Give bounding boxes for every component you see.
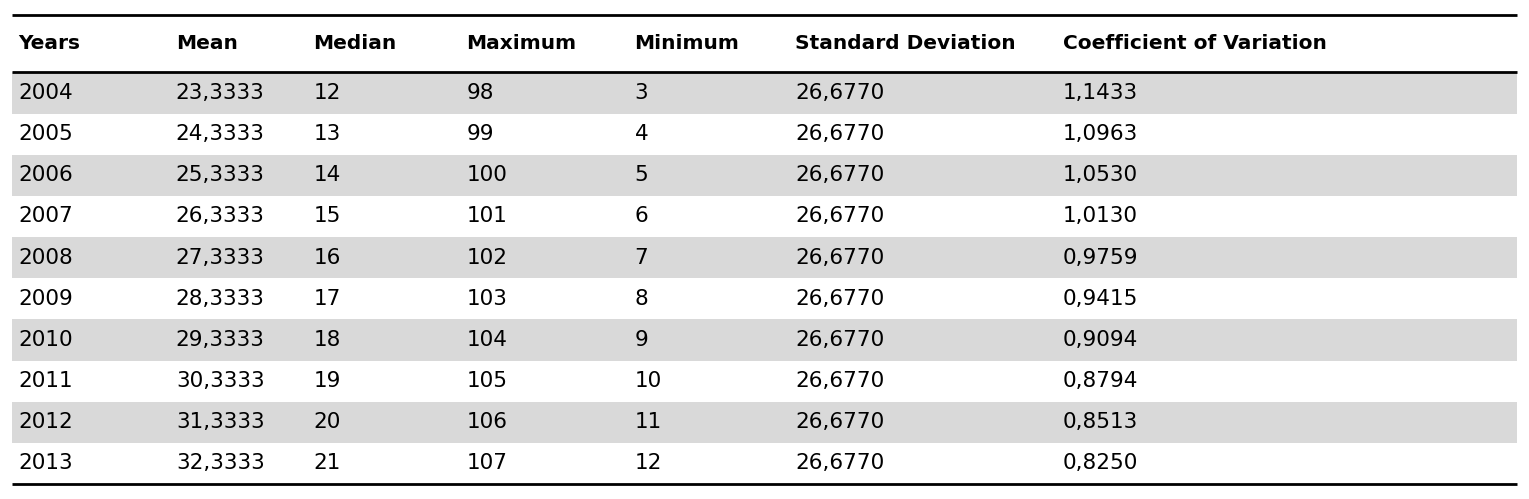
Text: 4: 4	[635, 124, 648, 144]
Text: 2008: 2008	[18, 248, 73, 267]
Bar	[12, 360, 1517, 402]
Text: 20: 20	[313, 412, 341, 432]
Text: 26,6770: 26,6770	[795, 207, 884, 227]
Text: 105: 105	[466, 371, 508, 391]
Text: Standard Deviation: Standard Deviation	[795, 34, 1015, 53]
Text: 104: 104	[466, 330, 508, 350]
Text: 100: 100	[466, 165, 508, 185]
Text: 15: 15	[313, 207, 341, 227]
Text: 99: 99	[466, 124, 494, 144]
Text: 2009: 2009	[18, 289, 73, 309]
Text: Years: Years	[18, 34, 81, 53]
Text: 10: 10	[635, 371, 662, 391]
Text: 29,3333: 29,3333	[176, 330, 265, 350]
Text: 26,6770: 26,6770	[795, 330, 884, 350]
Text: 28,3333: 28,3333	[176, 289, 265, 309]
Text: 26,6770: 26,6770	[795, 83, 884, 103]
Text: 0,9759: 0,9759	[1063, 248, 1138, 267]
Bar	[12, 196, 1517, 237]
Text: 7: 7	[635, 248, 648, 267]
Text: 21: 21	[313, 454, 341, 474]
Text: 13: 13	[313, 124, 341, 144]
Text: 30,3333: 30,3333	[176, 371, 265, 391]
Text: 1,0130: 1,0130	[1063, 207, 1138, 227]
Text: 18: 18	[313, 330, 341, 350]
Text: 5: 5	[635, 165, 648, 185]
Text: 31,3333: 31,3333	[176, 412, 265, 432]
Text: 98: 98	[466, 83, 494, 103]
Text: 3: 3	[635, 83, 648, 103]
Text: 103: 103	[466, 289, 508, 309]
Text: 26,6770: 26,6770	[795, 124, 884, 144]
Bar	[12, 278, 1517, 319]
Bar	[12, 155, 1517, 196]
Bar	[12, 114, 1517, 155]
Text: 1,0530: 1,0530	[1063, 165, 1138, 185]
Text: 16: 16	[313, 248, 341, 267]
Text: 0,9094: 0,9094	[1063, 330, 1138, 350]
Text: 2012: 2012	[18, 412, 73, 432]
Text: 25,3333: 25,3333	[176, 165, 265, 185]
Text: Mean: Mean	[176, 34, 237, 53]
Text: Minimum: Minimum	[635, 34, 740, 53]
Text: 102: 102	[466, 248, 508, 267]
Text: Coefficient of Variation: Coefficient of Variation	[1063, 34, 1327, 53]
Text: 9: 9	[635, 330, 648, 350]
Text: 26,6770: 26,6770	[795, 371, 884, 391]
Bar	[12, 319, 1517, 360]
Text: 19: 19	[313, 371, 341, 391]
Text: 26,3333: 26,3333	[176, 207, 265, 227]
Text: 0,8794: 0,8794	[1063, 371, 1138, 391]
Text: 26,6770: 26,6770	[795, 454, 884, 474]
Text: 26,6770: 26,6770	[795, 165, 884, 185]
Text: 1,0963: 1,0963	[1063, 124, 1138, 144]
Bar	[12, 443, 1517, 484]
Text: 2004: 2004	[18, 83, 73, 103]
Text: 26,6770: 26,6770	[795, 412, 884, 432]
Text: 0,9415: 0,9415	[1063, 289, 1138, 309]
Text: Median: Median	[313, 34, 396, 53]
Text: 27,3333: 27,3333	[176, 248, 265, 267]
Text: 101: 101	[466, 207, 508, 227]
Text: 106: 106	[466, 412, 508, 432]
Text: 24,3333: 24,3333	[176, 124, 265, 144]
Text: 6: 6	[635, 207, 648, 227]
Text: Maximum: Maximum	[466, 34, 576, 53]
Text: 1,1433: 1,1433	[1063, 83, 1138, 103]
Text: 2011: 2011	[18, 371, 73, 391]
Text: 2010: 2010	[18, 330, 73, 350]
Text: 23,3333: 23,3333	[176, 83, 265, 103]
Bar	[12, 237, 1517, 278]
Text: 14: 14	[313, 165, 341, 185]
Text: 8: 8	[635, 289, 648, 309]
Text: 0,8513: 0,8513	[1063, 412, 1138, 432]
Text: 17: 17	[313, 289, 341, 309]
Text: 32,3333: 32,3333	[176, 454, 265, 474]
Text: 12: 12	[635, 454, 662, 474]
Text: 2006: 2006	[18, 165, 73, 185]
Text: 2005: 2005	[18, 124, 73, 144]
Text: 2013: 2013	[18, 454, 73, 474]
Text: 26,6770: 26,6770	[795, 248, 884, 267]
Text: 26,6770: 26,6770	[795, 289, 884, 309]
Text: 12: 12	[313, 83, 341, 103]
Bar	[12, 402, 1517, 443]
Text: 11: 11	[635, 412, 662, 432]
Bar	[12, 72, 1517, 114]
Bar	[12, 15, 1517, 72]
Text: 0,8250: 0,8250	[1063, 454, 1138, 474]
Text: 107: 107	[466, 454, 508, 474]
Text: 2007: 2007	[18, 207, 73, 227]
